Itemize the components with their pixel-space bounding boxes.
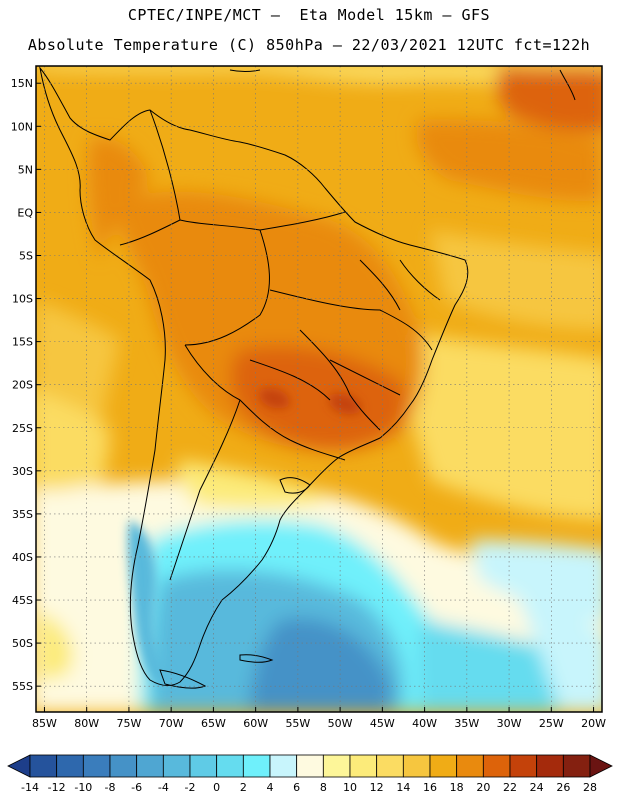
colorbar-label: -10: [74, 781, 92, 794]
colorbar-label: 2: [240, 781, 247, 794]
coastlines: [39, 66, 576, 689]
lat-label: 10N: [11, 120, 33, 133]
lat-label: 5S: [19, 249, 33, 262]
colorbar-label: 14: [396, 781, 410, 794]
colorbar-min-arrow: [7, 754, 31, 778]
colorbar-max-arrow: [589, 754, 613, 778]
colorbar-box: [269, 754, 298, 778]
temperature-colorbar: -14 -12 -10 -8 -6 -4 -2 0 2 4 6 8 10 12 14 16 18 20 22 24 26…: [7, 754, 613, 794]
title-line-2: Absolute Temperature (C) 850hPa – 22/03/…: [27, 36, 591, 54]
lat-label: EQ: [17, 206, 33, 219]
colorbar-label: 10: [343, 781, 357, 794]
colorbar-label: 20: [476, 781, 490, 794]
lon-label: 25W: [539, 717, 564, 730]
lon-label: 30W: [497, 717, 522, 730]
colorbar-box: [322, 754, 351, 778]
lat-label: 45S: [12, 594, 33, 607]
lon-label: 50W: [328, 717, 353, 730]
colorbar-label: -4: [158, 781, 169, 794]
lon-label: 45W: [370, 717, 395, 730]
lon-label: 55W: [285, 717, 310, 730]
colorbar-label: -14: [21, 781, 39, 794]
lat-label: 30S: [12, 465, 33, 478]
colorbar-label: -2: [185, 781, 196, 794]
colorbar-label: 16: [423, 781, 437, 794]
colorbar-box: [429, 754, 458, 778]
colorbar-label: 28: [583, 781, 597, 794]
colorbar-box: [456, 754, 484, 778]
colorbar-box: [562, 754, 591, 778]
lon-label: 70W: [159, 717, 184, 730]
lon-label: 85W: [32, 717, 57, 730]
latitude-labels: 15N 10N 5N EQ 5S 10S 15S 20S 25S 30S 35S 40S 45S 50S 5…: [11, 77, 41, 693]
colorbar-label: 18: [450, 781, 464, 794]
lat-label: 15S: [12, 336, 33, 349]
colorbar-label: 24: [530, 781, 544, 794]
longitude-labels: 85W 80W 75W 70W 65W 60W 55W 50W 45W 40W 35W 30W 25W 2…: [32, 707, 606, 730]
colorbar-box: [109, 754, 138, 778]
colorbar-box: [216, 754, 244, 778]
colorbar-label: 12: [370, 781, 384, 794]
lat-label: 10S: [12, 293, 33, 306]
lon-label: 35W: [454, 717, 479, 730]
colorbar-box: [402, 754, 431, 778]
colorbar-box: [349, 754, 378, 778]
colorbar-label: 0: [213, 781, 220, 794]
lon-label: 65W: [201, 717, 226, 730]
colorbar-box: [189, 754, 218, 778]
lat-label: 50S: [12, 637, 33, 650]
lat-label: 5N: [18, 163, 33, 176]
colorbar-box: [482, 754, 511, 778]
colorbar-box: [376, 754, 404, 778]
colorbar-label: 6: [293, 781, 300, 794]
map-frame: [35, 65, 603, 713]
colorbar-label: -12: [48, 781, 66, 794]
lon-label: 75W: [116, 717, 141, 730]
lat-label: 40S: [12, 551, 33, 564]
colorbar-label: -6: [131, 781, 142, 794]
colorbar-label: 8: [320, 781, 327, 794]
temperature-field: [36, 66, 602, 712]
colorbar-box: [82, 754, 111, 778]
colorbar-box: [536, 754, 564, 778]
lon-label: 60W: [243, 717, 268, 730]
colorbar-box: [136, 754, 164, 778]
colorbar-label: -8: [105, 781, 116, 794]
colorbar-label: 26: [556, 781, 570, 794]
lat-label: 15N: [11, 77, 33, 90]
colorbar-label: 4: [267, 781, 274, 794]
lat-label: 35S: [12, 508, 33, 521]
title-line-1: CPTEC/INPE/MCT – Eta Model 15km – GFS: [127, 6, 491, 24]
lon-label: 40W: [412, 717, 437, 730]
lat-label: 20S: [12, 379, 33, 392]
lon-label: 20W: [581, 717, 606, 730]
lon-label: 80W: [74, 717, 99, 730]
colorbar-label: 22: [503, 781, 517, 794]
lat-label: 55S: [12, 680, 33, 693]
colorbar-box: [509, 754, 538, 778]
colorbar-box: [162, 754, 191, 778]
colorbar-box: [296, 754, 324, 778]
colorbar-box: [242, 754, 271, 778]
colorbar-box: [29, 754, 58, 778]
lat-label: 25S: [12, 422, 33, 435]
colorbar-box: [56, 754, 84, 778]
